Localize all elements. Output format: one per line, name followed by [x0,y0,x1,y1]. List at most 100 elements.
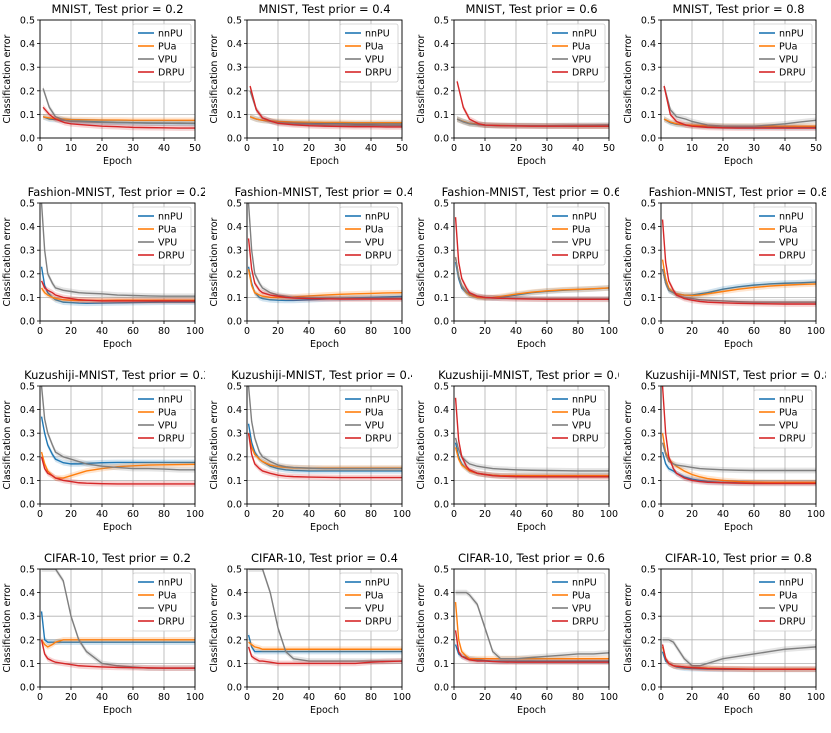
y-tick-label: 0.2 [434,635,449,646]
plot-area [454,394,609,480]
x-tick-label: 60 [541,692,553,703]
chart-title: CIFAR-10, Test prior = 0.2 [44,551,191,565]
axes-frame [246,202,403,322]
plot-area [661,636,816,673]
series-line-vpu [455,591,609,660]
y-tick-label: 0.4 [20,405,35,416]
legend-label-nnpu: nnPU [158,29,183,40]
x-axis-label: Epoch [517,705,546,716]
x-tick-label: 80 [572,692,584,703]
series-line-drpu [247,433,402,479]
series-line-nnpu [247,423,402,472]
series-band-vpu [43,85,195,127]
series-line-drpu [661,219,816,305]
x-tick-label: 0 [451,326,457,337]
y-tick-label: 0.0 [20,134,35,145]
y-tick-label: 0.2 [641,86,656,97]
x-tick-label: 80 [365,509,377,520]
y-tick-label: 0.3 [20,63,35,74]
legend-label-drpu: DRPU [572,68,599,79]
legend-box [546,206,606,266]
x-tick-label: 60 [541,509,553,520]
x-tick-label: 10 [686,143,698,154]
y-tick-label: 0.5 [227,199,242,210]
y-axis-label: Classification error [416,34,427,123]
series-band-nnpu [41,413,195,467]
series-band-pua [662,256,816,299]
series-line-vpu [42,88,195,125]
y-tick-label: 0.5 [434,565,449,576]
y-tick-label: 0.2 [20,269,35,280]
x-tick-label: 50 [603,143,615,154]
series-band-vpu [664,83,816,130]
x-tick-label: 80 [779,692,791,703]
legend-label-drpu: DRPU [158,434,185,445]
legend-label-drpu: DRPU [779,251,806,262]
x-axis-label: Epoch [310,522,339,533]
y-tick-label: 0.5 [641,565,656,576]
x-tick-label: 40 [96,509,108,520]
y-tick-label: 0.5 [641,382,656,393]
y-tick-label: 0.1 [641,293,656,304]
y-tick-label: 0.1 [20,659,35,670]
x-tick-label: 30 [127,143,139,154]
x-tick-label: 60 [334,692,346,703]
series-line-vpu [40,203,195,297]
x-tick-label: 60 [127,692,139,703]
plot-area [456,78,609,130]
legend-label-pua: PUa [779,225,798,236]
legend-label-nnpu: nnPU [572,29,597,40]
series-line-drpu [663,85,816,129]
y-tick-label: 0.2 [434,452,449,463]
y-tick-label: 0.0 [641,500,656,511]
y-tick-label: 0.5 [20,565,35,576]
x-tick-label: 40 [510,509,522,520]
series-line-drpu [661,386,816,485]
subplot-svg: Fashion-MNIST, Test prior = 0.6 0 20 40 60 80… [416,185,621,350]
legend-label-drpu: DRPU [779,617,806,628]
axes-frame [660,385,817,505]
y-tick-label: 0.2 [20,86,35,97]
subplot: Fashion-MNIST, Test prior = 0.2 0 20 40 60 80… [0,183,207,363]
legend-label-vpu: VPU [158,55,177,66]
x-tick-label: 60 [748,509,760,520]
legend-label-nnpu: nnPU [572,212,597,223]
x-axis-label: Epoch [103,705,132,716]
y-tick-label: 0.2 [434,269,449,280]
legend-label-drpu: DRPU [779,68,806,79]
legend-label-nnpu: nnPU [365,29,390,40]
y-tick-label: 0.2 [641,452,656,463]
series-band-drpu [250,83,402,130]
series-line-pua [454,601,609,660]
series-line-drpu [454,630,609,663]
plot-area [42,85,195,131]
y-axis-label: Classification error [623,34,634,123]
y-tick-label: 0.2 [641,635,656,646]
series-line-vpu [40,386,195,471]
x-tick-label: 0 [244,326,250,337]
x-tick-label: 100 [600,326,618,337]
y-tick-label: 0.5 [641,199,656,210]
x-tick-label: 0 [451,143,457,154]
legend-label-vpu: VPU [158,238,177,249]
x-tick-label: 20 [717,143,729,154]
x-tick-label: 60 [748,326,760,337]
x-tick-label: 80 [365,692,377,703]
y-tick-label: 0.1 [641,110,656,121]
series-band-drpu [664,83,816,131]
y-tick-label: 0.4 [227,222,242,233]
plot-area [40,203,195,307]
x-tick-label: 0 [244,509,250,520]
x-tick-label: 100 [186,509,204,520]
legend-label-drpu: DRPU [158,251,185,262]
x-tick-label: 80 [365,326,377,337]
x-tick-label: 0 [658,692,664,703]
x-tick-label: 30 [334,143,346,154]
legend-box [132,572,192,632]
x-tick-label: 50 [396,143,408,154]
x-tick-label: 0 [244,692,250,703]
series-band-drpu [248,235,402,302]
x-tick-label: 80 [158,692,170,703]
legend-label-pua: PUa [365,591,384,602]
y-tick-label: 0.1 [227,293,242,304]
